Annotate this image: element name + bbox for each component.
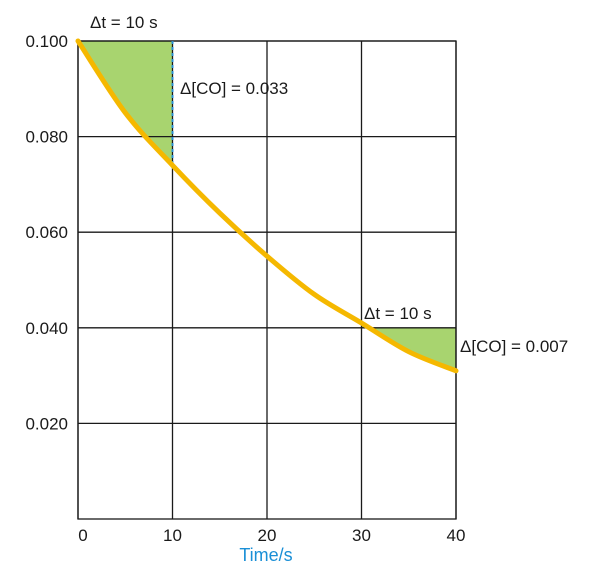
annotation-delta-t-2: Δt = 10 s	[364, 304, 432, 323]
x-tick-label: 10	[163, 526, 182, 545]
concentration-curve	[75, 38, 459, 374]
curve-layer	[75, 38, 459, 374]
y-tick-label: 0.080	[25, 128, 68, 147]
y-tick-label: 0.060	[25, 223, 68, 242]
x-tick-label: 0	[78, 526, 87, 545]
x-tick-label: 20	[258, 526, 277, 545]
y-tick-label: 0.040	[25, 319, 68, 338]
annotation-delta-co-2: Δ[CO] = 0.007	[460, 337, 568, 356]
y-tick-label: 0.020	[25, 414, 68, 433]
shade-layer	[78, 41, 456, 371]
x-tick-labels: 0 10 20 30 40	[78, 526, 465, 545]
y-tick-labels: 0.020 0.040 0.060 0.080 0.100	[25, 32, 68, 433]
shaded-region-1	[78, 41, 173, 166]
grid-layer	[77, 40, 457, 520]
x-axis-label: Time/s	[239, 545, 292, 565]
x-tick-label: 30	[352, 526, 371, 545]
shaded-region-2	[361, 323, 456, 371]
y-tick-label: 0.100	[25, 32, 68, 51]
annotation-delta-co-1: Δ[CO] = 0.033	[180, 79, 288, 98]
annotation-delta-t-1: Δt = 10 s	[90, 13, 158, 32]
plot-frame	[77, 40, 457, 520]
x-tick-label: 40	[447, 526, 466, 545]
